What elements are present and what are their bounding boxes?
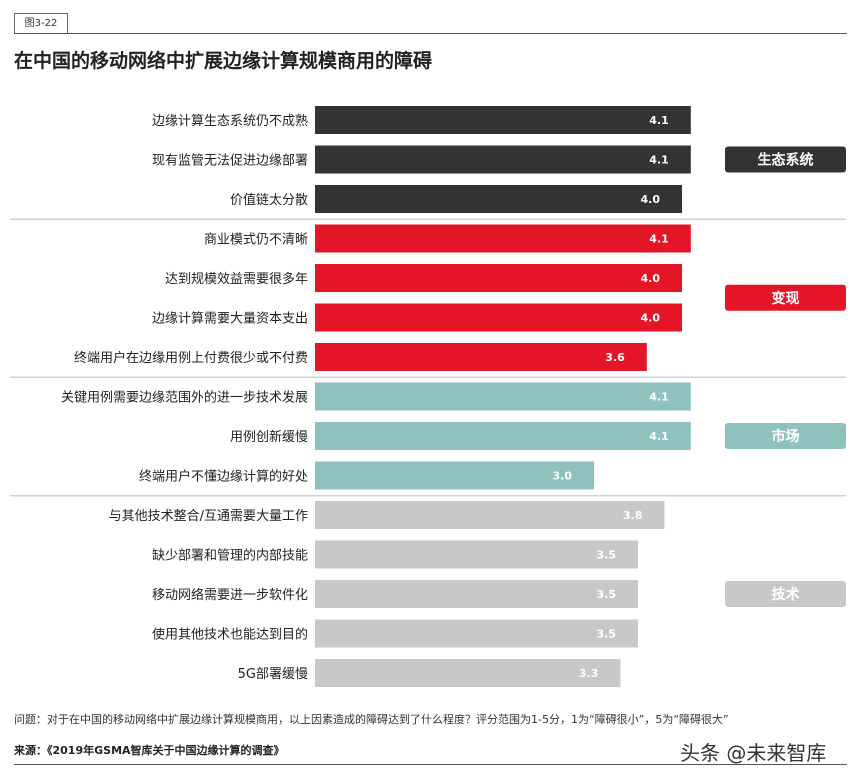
group-badge — [725, 423, 846, 449]
data-label: 4.1 — [649, 114, 669, 127]
bar — [315, 580, 638, 608]
data-label: 4.1 — [649, 430, 669, 443]
group-badge — [725, 146, 846, 173]
data-label: 3.5 — [597, 628, 617, 641]
category-label: 边缘计算需要大量资本支出 — [152, 312, 308, 327]
category-label: 价值链太分散 — [230, 192, 308, 208]
data-label: 4.0 — [641, 312, 661, 325]
data-label: 3.6 — [605, 351, 625, 364]
bar — [315, 106, 691, 134]
data-label: 4.0 — [641, 272, 661, 285]
category-label: 关键用例需要边缘范围外的进一步技术发展 — [61, 390, 308, 406]
source-note: 来源：《2019年GSMA智库关于中国边缘计算的调查》 — [14, 744, 285, 757]
category-label: 与其他技术整合/互通需要大量工作 — [109, 509, 308, 524]
bar — [315, 461, 594, 490]
bar — [315, 619, 638, 648]
bar — [315, 185, 682, 213]
bar — [315, 540, 638, 569]
bar — [315, 343, 647, 371]
category-label: 达到规模效益需要很多年 — [165, 271, 308, 287]
data-label: 4.0 — [641, 193, 661, 206]
bar — [315, 224, 691, 253]
bar — [315, 382, 691, 411]
bar — [315, 264, 682, 292]
bar — [315, 303, 682, 332]
top-divider — [14, 33, 847, 34]
category-label: 移动网络需要进一步软件化 — [152, 587, 308, 603]
data-label: 3.3 — [579, 667, 599, 680]
bottom-divider — [14, 764, 847, 765]
data-label: 4.1 — [649, 233, 669, 246]
category-label: 用例创新缓慢 — [230, 429, 308, 445]
bar-chart: 边缘计算生态系统仍不成熟 4.1 现有监管无法促进边缘部署 4.1 价值链太分散 4.0 生… — [10, 106, 846, 687]
group-label: 生态系统 — [758, 152, 814, 169]
group-label: 市场 — [772, 428, 800, 445]
chart-title: 在中国的移动网络中扩展边缘计算规模商用的障碍 — [14, 50, 433, 72]
group-label: 技术 — [772, 586, 800, 603]
survey-question-note: 问题：对于在中国的移动网络中扩展边缘计算规模商用，以上因素造成的障碍达到了什么程… — [14, 713, 729, 726]
category-label: 缺少部署和管理的内部技能 — [152, 548, 308, 564]
watermark: 头条 @未来智库 — [680, 741, 827, 765]
bar — [315, 501, 665, 529]
category-label: 商业模式仍不清晰 — [204, 233, 308, 248]
category-label: 现有监管无法促进边缘部署 — [152, 154, 308, 169]
category-label: 终端用户在边缘用例上付费很少或不付费 — [74, 350, 308, 366]
data-label: 3.5 — [597, 588, 617, 601]
category-label: 5G部署缓慢 — [238, 666, 308, 682]
group-label: 变现 — [772, 290, 800, 307]
data-label: 3.8 — [623, 509, 643, 522]
bar — [315, 422, 691, 450]
category-label: 边缘计算生态系统仍不成熟 — [152, 113, 308, 129]
figure-label: 图3-22 — [14, 13, 68, 34]
data-label: 3.5 — [597, 549, 617, 562]
group-badge — [725, 581, 846, 607]
data-label: 4.1 — [649, 391, 669, 404]
bar — [315, 145, 691, 174]
data-label: 4.1 — [649, 154, 669, 167]
data-label: 3.0 — [553, 470, 573, 483]
bar — [315, 659, 621, 687]
category-label: 使用其他技术也能达到目的 — [152, 627, 308, 643]
group-badge — [725, 284, 846, 311]
category-label: 终端用户不懂边缘计算的好处 — [139, 469, 308, 485]
